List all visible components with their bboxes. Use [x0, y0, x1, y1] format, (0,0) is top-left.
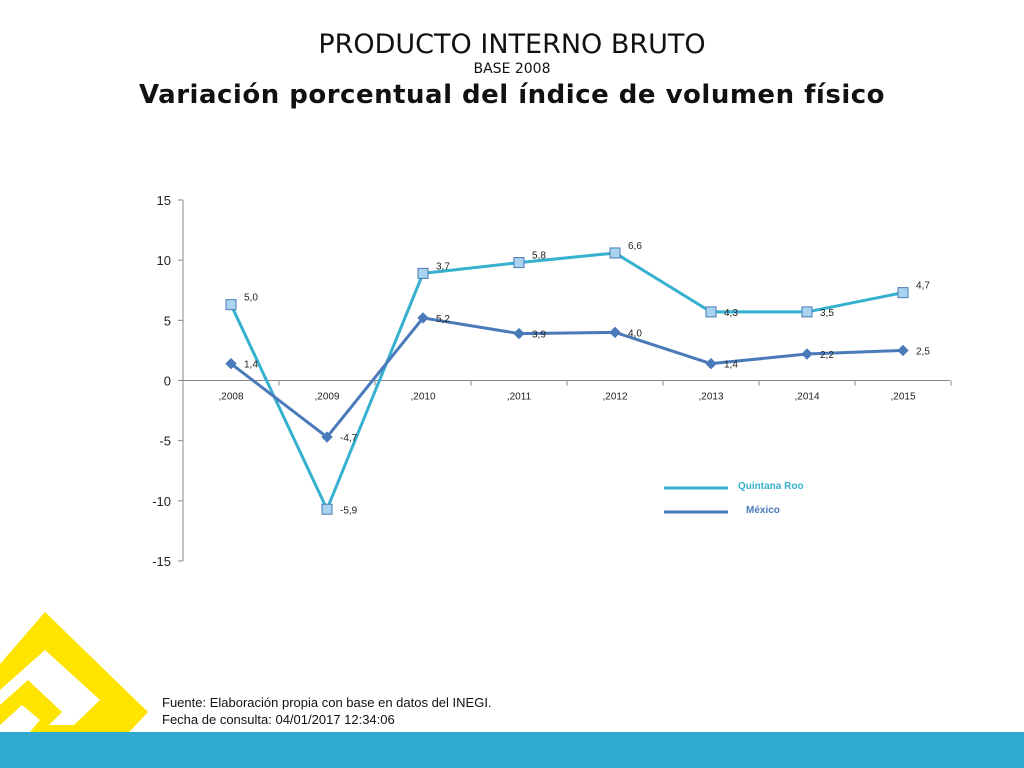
legend-label: México: [746, 505, 780, 516]
data-label: 5,2: [436, 314, 450, 325]
data-label: -4,7: [340, 433, 358, 444]
data-label: 5,8: [532, 251, 546, 262]
marker-mexico: [705, 357, 717, 370]
footer-source: Fuente: Elaboración propia con base en d…: [162, 695, 492, 710]
marker-quintana-roo: [609, 247, 621, 259]
marker-quintana-roo: [321, 503, 333, 515]
page-heading: Variación porcentual del índice de volum…: [138, 80, 886, 110]
x-tick-label: ,2015: [890, 392, 915, 403]
data-label: 6,6: [628, 241, 642, 252]
marker-quintana-roo: [897, 287, 909, 299]
y-tick-label: 0: [164, 374, 171, 389]
data-label: 2,5: [916, 346, 930, 357]
x-tick-label: ,2011: [507, 392, 532, 403]
data-label: -5,9: [340, 505, 358, 516]
marker-quintana-roo: [225, 299, 237, 311]
bottom-bar: [0, 732, 1024, 768]
y-tick-label: 15: [157, 193, 171, 208]
data-label: 3,7: [436, 261, 450, 272]
logo-icon: [0, 612, 148, 744]
data-label: 4,7: [916, 281, 930, 292]
x-tick-label: ,2013: [698, 392, 723, 403]
x-tick-label: ,2014: [794, 392, 819, 403]
marker-quintana-roo: [417, 267, 429, 279]
x-tick-label: ,2008: [218, 392, 243, 403]
data-label: 4,3: [724, 308, 738, 319]
page-title: PRODUCTO INTERNO BRUTO: [318, 29, 706, 60]
page-subtitle: BASE 2008: [473, 61, 551, 77]
marker-mexico: [321, 431, 333, 443]
data-label: 1,4: [244, 360, 258, 371]
x-tick-label: ,2012: [602, 392, 627, 403]
logo-shape: [0, 612, 148, 744]
y-tick-label: 10: [157, 253, 171, 268]
footer-date: Fecha de consulta: 04/01/2017 12:34:06: [162, 712, 395, 727]
data-label: 5,0: [244, 293, 258, 304]
marker-quintana-roo: [705, 306, 717, 318]
series-line-1: [230, 316, 904, 439]
marker-quintana-roo: [513, 257, 525, 269]
series-line-0: [229, 251, 904, 511]
legend-label: Quintana Roo: [738, 481, 804, 492]
marker-mexico: [513, 327, 525, 340]
marker-mexico: [897, 344, 909, 357]
marker-mexico: [801, 348, 813, 360]
data-label: 3,5: [820, 308, 834, 319]
data-label: 2,2: [820, 350, 834, 361]
data-label: 1,4: [724, 360, 738, 371]
title-block: PRODUCTO INTERNO BRUTO BASE 2008 Variaci…: [0, 30, 1024, 112]
marker-mexico: [417, 312, 429, 324]
y-tick-label: -5: [159, 434, 171, 449]
marker-mexico: [225, 357, 237, 370]
x-tick-label: ,2010: [410, 392, 435, 403]
y-tick-label: 5: [164, 313, 171, 328]
y-tick-label: -15: [152, 554, 171, 569]
x-tick-label: ,2009: [314, 392, 339, 403]
footer: Fuente: Elaboración propia con base en d…: [162, 694, 492, 728]
y-tick-label: -10: [152, 494, 171, 509]
marker-mexico: [609, 326, 621, 339]
data-label: 3,9: [532, 330, 546, 341]
data-label: 4,0: [628, 328, 642, 339]
marker-quintana-roo: [801, 306, 813, 318]
